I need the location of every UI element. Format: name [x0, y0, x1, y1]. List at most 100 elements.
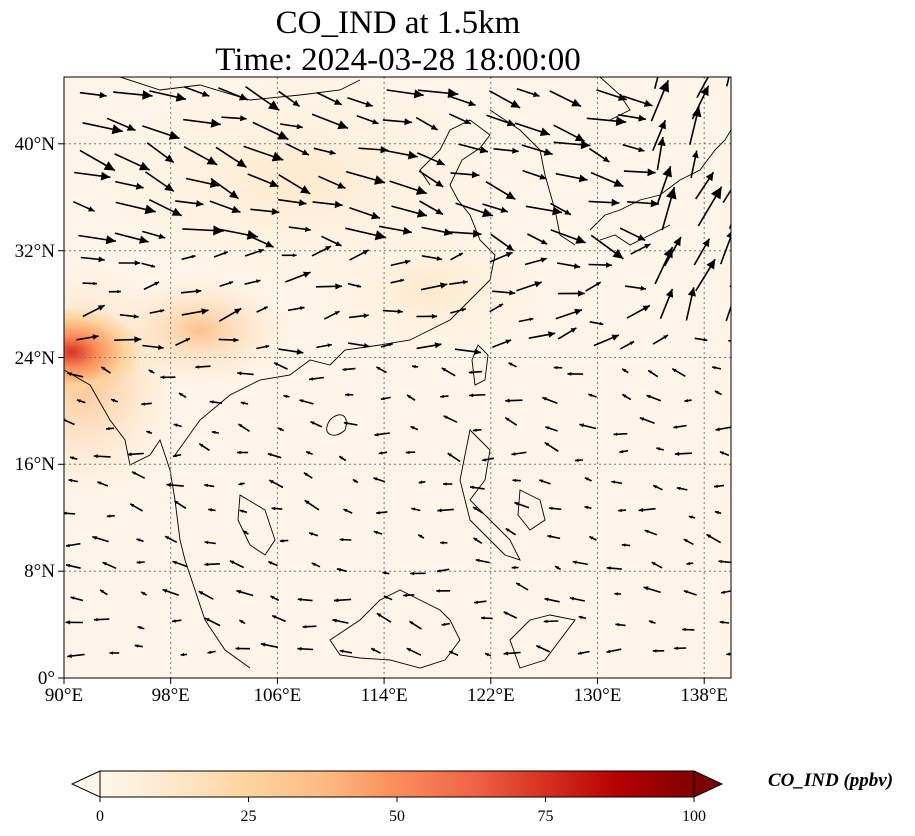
wind-arrow-head — [154, 282, 160, 286]
wind-arrow-head — [92, 334, 99, 340]
wind-arrow-head — [714, 391, 719, 395]
wind-arrow-head — [611, 198, 620, 207]
wind-arrow-head — [239, 509, 244, 513]
wind-arrow-head — [578, 290, 585, 297]
wind-arrow-head — [243, 530, 248, 535]
wind-arrow-head — [376, 366, 381, 371]
wind-arrow-head — [437, 569, 441, 573]
wind-arrow-head — [302, 625, 307, 629]
wind-arrow-head — [409, 621, 414, 625]
wind-arrow-head — [540, 257, 547, 263]
wind-arrow-head — [665, 288, 674, 298]
wind-arrow-head — [622, 368, 627, 373]
wind-arrow-head — [705, 172, 714, 182]
wind-arrow-head — [237, 450, 241, 455]
wind-arrow-head — [303, 472, 308, 477]
wind-arrow-head — [618, 508, 622, 513]
wind-arrow-head — [412, 364, 416, 369]
colorbar-tick-label: 75 — [538, 808, 554, 825]
colorbar-label: CO_IND (ppbv) — [768, 770, 894, 791]
wind-arrow-head — [462, 280, 468, 285]
wind-arrow-head — [647, 168, 656, 177]
wind-arrow-head — [595, 282, 601, 287]
wind-arrow-head — [304, 500, 310, 505]
wind-arrow-head — [411, 507, 416, 511]
wind-arrow-head — [272, 615, 277, 619]
wind-arrow-head — [657, 137, 666, 146]
colorbar-max-extend — [693, 770, 724, 798]
wind-arrow-head — [461, 308, 466, 312]
wind-arrow-head — [567, 372, 572, 376]
wind-arrow-head — [579, 423, 584, 428]
lat-tick-label: 8°N — [24, 561, 55, 582]
wind-arrow-head — [339, 456, 344, 460]
wind-arrow-head — [158, 344, 164, 350]
wind-arrow-head — [543, 619, 548, 624]
wind-arrow-head — [300, 306, 305, 311]
wind-arrow-head — [584, 477, 589, 481]
wind-arrow-head — [706, 534, 712, 539]
wind-arrow-head — [274, 362, 279, 366]
wind-arrow-head — [719, 451, 724, 455]
wind-arrow-head — [416, 208, 427, 218]
wind-arrow-head — [687, 287, 696, 297]
wind-arrow-head — [213, 225, 224, 236]
wind-arrow-head — [277, 130, 289, 140]
lat-tick-label: 32°N — [15, 241, 56, 262]
wind-arrow-head — [639, 417, 645, 421]
wind-arrow-head — [162, 589, 168, 593]
wind-arrow-head — [297, 597, 302, 602]
wind-arrow-head — [303, 271, 311, 278]
wind-arrow-head — [715, 427, 720, 432]
wind-arrow-head — [97, 481, 102, 485]
lat-tick-label: 24°N — [15, 348, 56, 369]
wind-arrow-head — [240, 115, 247, 122]
wind-arrow-head — [109, 651, 113, 655]
wind-arrow-head — [229, 190, 239, 199]
wind-arrow-head — [246, 230, 258, 240]
wind-arrow-head — [548, 506, 553, 511]
lon-tick-label: 138°E — [680, 685, 728, 706]
wind-arrow-head — [371, 648, 376, 652]
wind-arrow-head — [334, 200, 343, 209]
wind-arrow-head — [737, 189, 747, 201]
wind-arrow-head — [475, 558, 480, 563]
wind-arrow-head — [304, 226, 311, 232]
wind-arrow-head — [172, 619, 176, 623]
wind-arrow-head — [334, 98, 342, 105]
wind-arrow-head — [126, 123, 136, 131]
wind-arrow-head — [615, 116, 627, 126]
wind-arrow-head — [342, 367, 347, 372]
wind-arrow-head — [174, 500, 179, 505]
wind-arrow-head — [511, 452, 516, 456]
wind-arrow-head — [485, 653, 490, 657]
wind-arrow-head — [472, 229, 482, 238]
wind-arrow-head — [682, 627, 686, 632]
wind-arrow-shaft — [730, 179, 731, 182]
wind-arrow-head — [532, 91, 540, 97]
wind-arrow-head — [503, 651, 509, 656]
wind-arrow-head — [435, 208, 444, 215]
wind-arrow-shaft — [64, 418, 75, 426]
wind-arrow-head — [138, 161, 150, 171]
wind-arrow-head — [397, 309, 403, 314]
wind-arrow-head — [279, 539, 284, 543]
wind-arrow-head — [271, 506, 276, 511]
wind-arrow-head — [544, 597, 549, 602]
wind-arrow-head — [714, 510, 719, 515]
wind-arrow-head — [644, 243, 651, 249]
wind-arrow-head — [702, 238, 710, 248]
wind-arrow-head — [134, 644, 139, 648]
wind-arrow-head — [136, 560, 141, 565]
wind-arrow-head — [195, 200, 204, 207]
wind-arrow-head — [237, 371, 242, 376]
wind-arrow-head — [436, 256, 442, 261]
wind-arrow-head — [574, 133, 585, 142]
wind-arrow-head — [541, 239, 548, 245]
wind-arrow-head — [505, 398, 510, 403]
wind-arrow-head — [67, 653, 72, 659]
wind-arrow-head — [127, 452, 132, 457]
wind-arrow-head — [447, 453, 452, 457]
wind-arrow-head — [160, 309, 165, 313]
wind-arrow-head — [405, 450, 410, 455]
